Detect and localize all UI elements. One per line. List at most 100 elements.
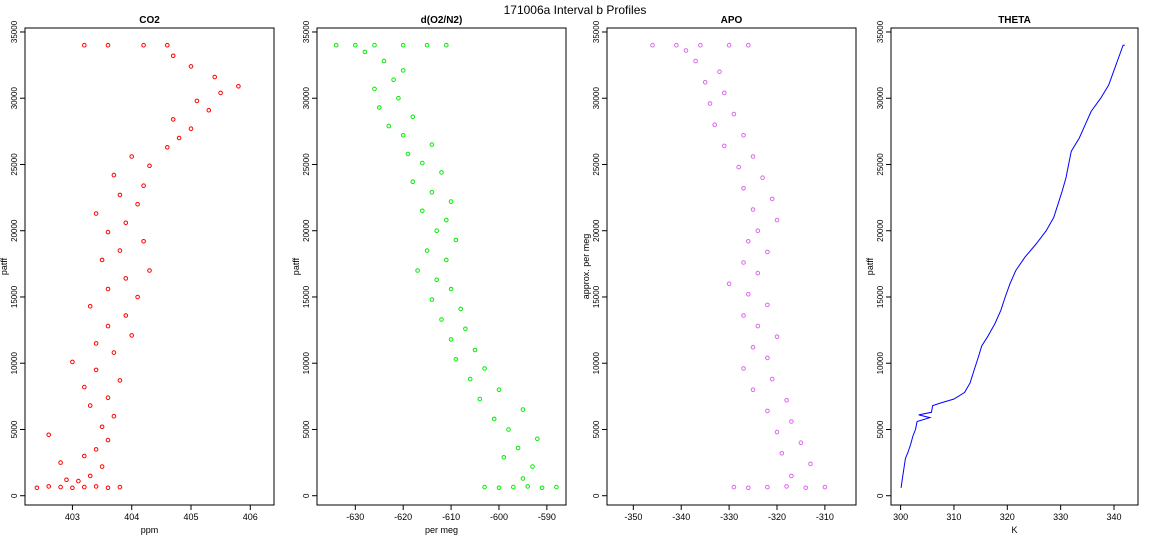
- panel-title: APO: [721, 15, 743, 26]
- data-point: [117, 192, 123, 198]
- data-point: [741, 260, 746, 265]
- data-point: [391, 77, 396, 82]
- data-point: [693, 58, 698, 64]
- data-point: [784, 484, 789, 489]
- x-tick-label: -600: [490, 512, 508, 522]
- figure-title: 171006a Interval b Profiles: [504, 3, 647, 17]
- y-tick-label: 10000: [10, 352, 19, 375]
- data-point: [400, 42, 406, 48]
- data-point: [774, 429, 780, 435]
- data-point: [188, 126, 194, 131]
- y-tick-label: 5000: [10, 420, 19, 438]
- data-point: [511, 484, 516, 490]
- data-point: [707, 101, 713, 106]
- data-point: [434, 277, 440, 283]
- data-point: [362, 49, 368, 55]
- data-point: [717, 69, 722, 74]
- y-axis-label: patff: [865, 257, 875, 275]
- data-point: [99, 257, 105, 263]
- data-point: [755, 228, 761, 233]
- data-point: [170, 117, 176, 122]
- y-tick-label: 30000: [302, 87, 311, 110]
- x-tick-label: -620: [394, 512, 412, 522]
- data-point: [525, 484, 531, 489]
- data-point: [333, 42, 339, 48]
- data-point: [769, 376, 775, 382]
- data-point: [434, 228, 440, 233]
- data-point: [539, 485, 545, 491]
- y-tick-label: 30000: [592, 87, 601, 110]
- data-point: [424, 42, 430, 48]
- data-point: [765, 302, 770, 308]
- data-point: [123, 276, 129, 281]
- data-point: [429, 142, 435, 147]
- x-tick-label: 310: [946, 512, 961, 522]
- data-point: [147, 268, 152, 273]
- y-tick-label: 25000: [876, 153, 885, 176]
- y-tick-label: 0: [876, 493, 885, 498]
- plot-frame: [890, 27, 1139, 506]
- data-point: [712, 122, 718, 127]
- data-point: [429, 190, 435, 195]
- data-point: [165, 145, 170, 150]
- data-point: [372, 42, 377, 48]
- x-tick-label: -310: [816, 512, 834, 522]
- data-point: [212, 74, 217, 80]
- y-tick-label: 15000: [302, 285, 311, 308]
- data-point: [76, 478, 81, 484]
- data-point: [750, 345, 756, 350]
- data-point: [755, 270, 761, 276]
- y-tick-label: 15000: [10, 285, 19, 308]
- chart-panel-4: THETA 300 310 320 330 340 0 5000 10000 15000 20000…: [865, 15, 1139, 535]
- data-point: [746, 239, 751, 244]
- y-axis-label: patff: [291, 257, 301, 275]
- data-point: [415, 268, 420, 273]
- y-tick-label: 25000: [10, 153, 19, 176]
- data-point: [458, 306, 464, 312]
- data-point: [467, 376, 473, 382]
- data-point: [141, 42, 146, 48]
- data-point: [34, 485, 40, 491]
- data-point: [111, 172, 117, 178]
- data-point: [424, 248, 430, 253]
- data-point: [769, 196, 775, 202]
- data-point: [105, 395, 111, 401]
- data-point: [698, 42, 703, 48]
- data-point: [448, 337, 454, 342]
- data-point: [93, 211, 99, 216]
- data-point: [58, 484, 63, 490]
- data-point: [822, 484, 828, 490]
- y-tick-label: 0: [302, 493, 311, 498]
- panel-title: THETA: [998, 15, 1031, 26]
- data-point: [99, 424, 105, 430]
- data-point: [520, 407, 526, 412]
- data-point: [117, 248, 123, 253]
- data-point: [774, 334, 780, 340]
- data-point: [765, 355, 770, 361]
- x-tick-label: 404: [124, 512, 139, 522]
- chart-panel-2: d(O2/N2) -630 -620 -610 -600 -590 0 5000 10000 15…: [291, 15, 567, 535]
- data-point: [453, 237, 459, 243]
- data-point: [135, 294, 140, 300]
- plot-frame: [316, 27, 567, 506]
- y-tick-label: 25000: [302, 153, 311, 176]
- data-point: [405, 151, 411, 157]
- data-point: [93, 341, 99, 346]
- x-axis-label: K: [1011, 525, 1017, 535]
- data-point: [726, 281, 732, 287]
- y-tick-label: 20000: [592, 219, 601, 242]
- data-point: [129, 154, 134, 159]
- data-point: [760, 175, 765, 180]
- x-axis-label: ppm: [141, 525, 159, 535]
- data-point: [477, 396, 483, 402]
- data-point: [702, 80, 708, 85]
- y-tick-label: 20000: [10, 219, 19, 242]
- data-point: [429, 297, 435, 302]
- data-point: [808, 461, 813, 467]
- data-point: [70, 485, 75, 491]
- x-tick-label: -350: [624, 512, 642, 522]
- data-point: [117, 484, 123, 490]
- data-point: [439, 170, 444, 175]
- data-point: [765, 484, 770, 490]
- data-point: [135, 201, 140, 207]
